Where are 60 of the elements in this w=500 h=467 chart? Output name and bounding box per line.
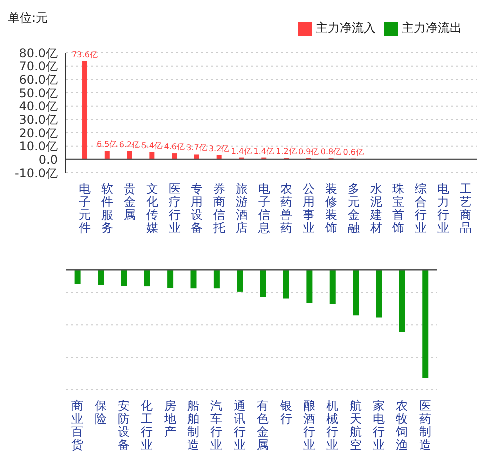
- y-tick-label: -10.0亿: [14, 166, 58, 180]
- data-label: 1.4亿: [254, 146, 274, 156]
- x-tick-label: 软件服务: [102, 182, 114, 235]
- legend-label: 主力净流入: [316, 20, 376, 37]
- x-tick-label: 多元金融: [348, 182, 360, 235]
- x-tick-label: 医疗行业: [168, 182, 181, 235]
- data-label: 1.2亿: [276, 147, 297, 156]
- y-tick-label: 40.0亿: [19, 100, 58, 114]
- data-label: 0.8亿: [320, 148, 342, 157]
- x-tick-label: 商业百货: [72, 399, 84, 452]
- data-label: 5.4亿: [142, 141, 163, 150]
- x-tick-label: 文化传媒: [146, 182, 158, 235]
- x-tick-label: 专用设备: [191, 182, 204, 235]
- x-tick-label: 汽车行业: [210, 399, 223, 452]
- x-tick-label: 旅游酒店: [236, 182, 248, 235]
- x-tick-label: 航天航空: [350, 399, 362, 452]
- x-tick-label: 农药兽药: [280, 182, 293, 235]
- y-tick-label: 10.0亿: [19, 140, 58, 154]
- data-label: 3.2亿: [208, 144, 230, 154]
- data-label: 3.7亿: [186, 144, 208, 153]
- x-tick-label: 机械行业: [326, 399, 339, 452]
- x-tick-label: 通讯行业: [234, 399, 246, 452]
- x-tick-label: 化工行业: [141, 399, 154, 452]
- x-tick-label: 房地产: [163, 399, 176, 439]
- data-label: 6.2亿: [119, 140, 140, 150]
- x-tick-label: 农牧饲渔: [395, 399, 408, 452]
- text: 单位:元: [8, 10, 48, 27]
- x-tick-label: 电力行业: [437, 182, 450, 235]
- x-tick-label: 保险: [94, 399, 107, 426]
- x-tick-label: 水泥建材: [369, 182, 382, 235]
- x-tick-label: 酿酒行业: [303, 399, 316, 452]
- x-tick-label: 家电行业: [373, 399, 386, 452]
- x-tick-label: 船舶制造: [188, 399, 200, 452]
- y-tick-label: 70.0亿: [19, 60, 58, 74]
- y-tick-label: 60.0亿: [19, 72, 58, 87]
- data-label: 0.9亿: [298, 147, 320, 156]
- data-label: 1.4亿: [231, 146, 252, 156]
- x-tick-label: 券商信托: [212, 182, 226, 235]
- y-tick-label: 20.0亿: [19, 126, 58, 140]
- data-label: 6.5亿: [97, 140, 118, 149]
- x-tick-label: 贵金属: [124, 182, 136, 222]
- y-tick-label: 0.0: [38, 152, 58, 167]
- x-tick-label: 综合行业: [415, 182, 428, 235]
- x-tick-label: 银行: [279, 399, 292, 426]
- x-tick-label: 公用事业: [303, 182, 316, 235]
- y-tick-label: 80.0亿: [19, 46, 58, 60]
- data-label: 0.6亿: [343, 148, 364, 157]
- x-tick-label: 珠宝首饰: [392, 182, 405, 235]
- data-label: 73.6亿: [72, 50, 98, 60]
- legend-label: 主力净流出: [402, 20, 462, 37]
- x-tick-label: 医药制造: [419, 399, 432, 452]
- data-label: 4.6亿: [164, 142, 185, 152]
- x-tick-label: 工艺商品: [460, 182, 472, 235]
- x-tick-label: 安防设备: [118, 399, 130, 452]
- y-tick-label: 30.0亿: [19, 112, 58, 127]
- x-tick-label: 电子信息: [257, 182, 270, 235]
- x-tick-label: 有色金属: [257, 399, 270, 452]
- y-tick-label: 50.0亿: [19, 86, 58, 100]
- x-tick-label: 电子元件: [79, 182, 92, 235]
- x-tick-label: 装修装饰: [324, 182, 338, 235]
